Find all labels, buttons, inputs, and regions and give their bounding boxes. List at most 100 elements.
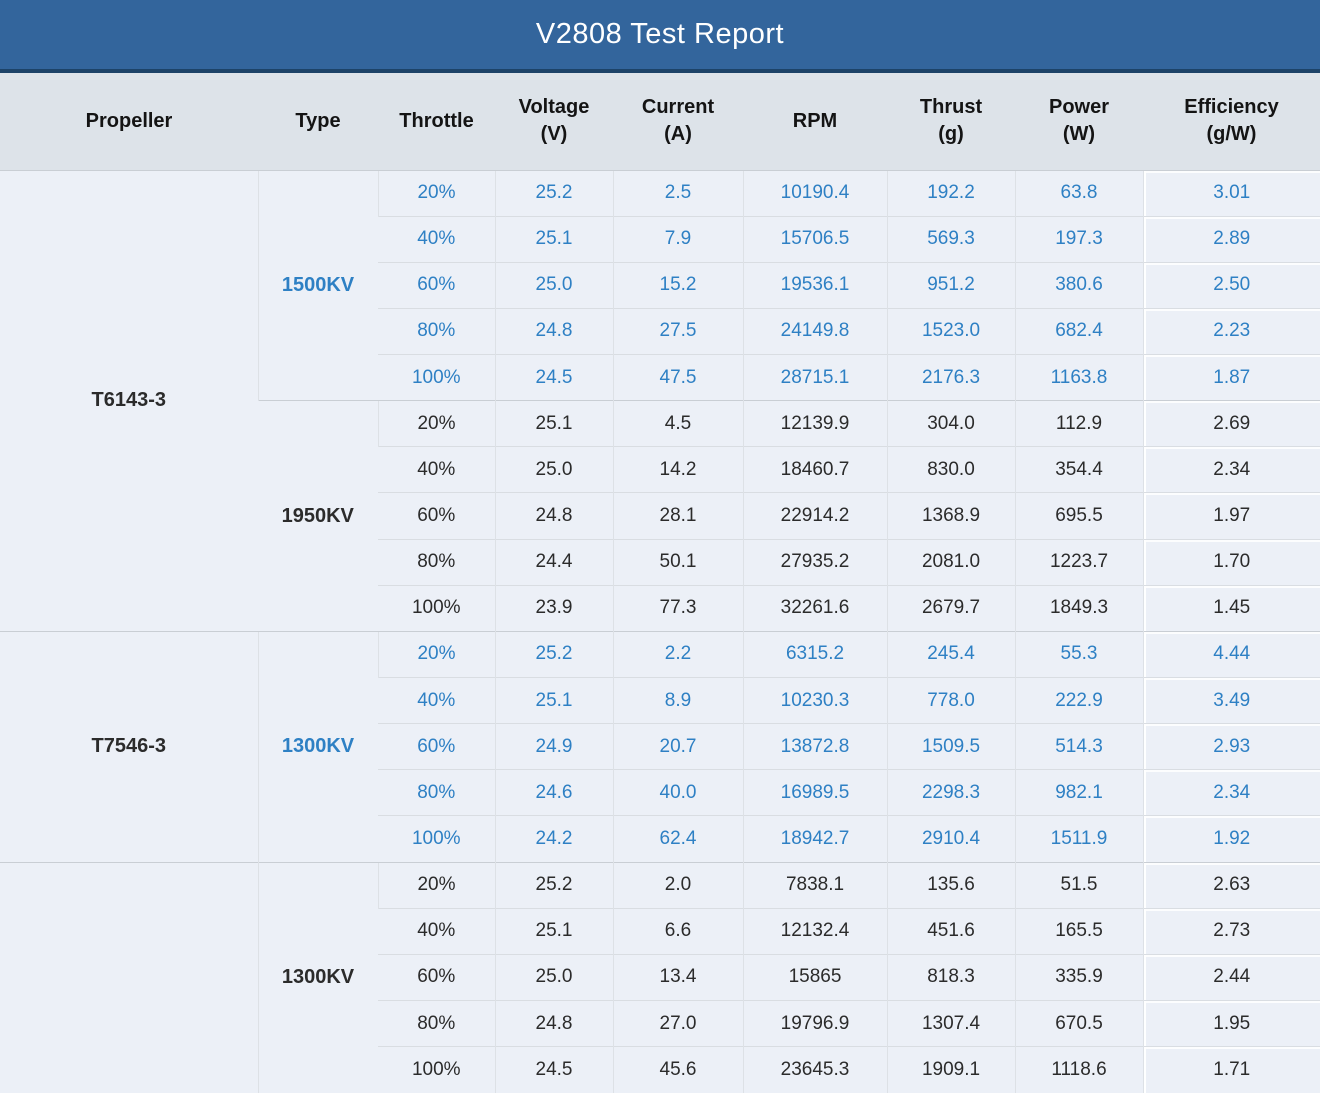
col-header-voltage: Voltage (V): [495, 73, 613, 170]
voltage-cell: 24.8: [494, 1000, 613, 1047]
col-header-label: Efficiency: [1184, 96, 1279, 119]
efficiency-cell: 2.93: [1142, 723, 1320, 770]
col-header-unit: (W): [1062, 123, 1096, 146]
rpm-cell: 24149.8: [742, 307, 887, 355]
header-row: Propeller Type Throttle Voltage (V) Current (A…: [0, 73, 1320, 170]
rpm-cell: 32261.6: [742, 584, 887, 632]
voltage-cell: 24.6: [494, 769, 613, 816]
power-cell: 55.3: [1014, 630, 1143, 678]
col-header-propeller: Propeller: [0, 73, 258, 170]
title-divider: [0, 69, 1320, 73]
current-cell: 50.1: [612, 538, 743, 586]
col-header-unit: (g/W): [1206, 123, 1257, 146]
throttle-cell: 20%: [377, 400, 495, 447]
thrust-cell: 1509.5: [886, 723, 1015, 770]
table-body: T6143-3 1500KV 20% 25.2 2.5 10190.4 192.2 63.8 3…: [0, 169, 1320, 1093]
thrust-cell: 192.2: [886, 169, 1015, 217]
table-row: 40% 25.1 6.6 12132.4 451.6 165.5 2.73: [0, 907, 1320, 955]
thrust-cell: 1307.4: [886, 1000, 1015, 1047]
table-row: 40% 25.0 14.2 18460.7 830.0 354.4 2.34: [0, 446, 1320, 493]
rpm-cell: 15865: [742, 953, 887, 1001]
current-cell: 62.4: [612, 815, 743, 863]
thrust-cell: 569.3: [886, 215, 1015, 263]
power-cell: 165.5: [1014, 907, 1143, 955]
power-cell: 354.4: [1014, 446, 1143, 493]
thrust-cell: 830.0: [886, 446, 1015, 493]
voltage-cell: 25.0: [494, 953, 613, 1001]
current-cell: 7.9: [612, 215, 743, 263]
power-cell: 197.3: [1014, 215, 1143, 263]
throttle-cell: 100%: [378, 584, 495, 632]
table-row: 40% 25.1 8.9 10230.3 778.0 222.9 3.49: [0, 677, 1320, 724]
throttle-cell: 40%: [378, 907, 495, 955]
rpm-cell: 12132.4: [742, 907, 887, 955]
current-cell: 2.5: [612, 169, 743, 217]
voltage-cell: 25.1: [494, 400, 613, 447]
voltage-cell: 25.0: [494, 446, 613, 493]
col-header-type: Type: [258, 73, 378, 170]
rpm-cell: 18460.7: [742, 446, 887, 493]
table-row: 1300KV 20% 25.2 2.0 7838.1 135.6 51.5 2.63: [0, 861, 1320, 1093]
voltage-cell: 25.2: [494, 169, 613, 217]
voltage-cell: 24.8: [494, 307, 613, 355]
title-bar: V2808 Test Report: [0, 0, 1320, 69]
voltage-cell: 24.8: [494, 492, 613, 540]
power-cell: 335.9: [1014, 953, 1143, 1001]
table-row: 80% 24.6 40.0 16989.5 2298.3 982.1 2.34: [0, 769, 1320, 816]
rpm-cell: 10190.4: [742, 169, 887, 217]
power-cell: 682.4: [1014, 307, 1143, 355]
col-header-label: Power: [1048, 96, 1110, 119]
table-row: 1950KV 20% 25.1 4.5 12139.9 304.0 112.9 2.69: [0, 400, 1320, 632]
current-cell: 47.5: [612, 354, 743, 401]
thrust-cell: 2298.3: [886, 769, 1015, 816]
power-cell: 1849.3: [1014, 584, 1143, 632]
type-cell: 1300KV: [257, 630, 378, 863]
voltage-cell: 25.1: [494, 907, 613, 955]
rpm-cell: 7838.1: [742, 861, 887, 909]
rpm-cell: 27935.2: [742, 538, 887, 586]
throttle-cell: 60%: [378, 723, 495, 770]
propeller-cell: T6143-3: [0, 169, 258, 632]
efficiency-cell: 1.70: [1142, 538, 1320, 586]
throttle-cell: 40%: [378, 446, 495, 493]
col-header-unit: (A): [664, 123, 692, 146]
type-cell: 1500KV: [257, 169, 378, 401]
efficiency-cell: 2.23: [1142, 307, 1320, 355]
thrust-cell: 778.0: [886, 677, 1015, 724]
current-cell: 6.6: [612, 907, 743, 955]
propeller-cell: [0, 861, 258, 1093]
throttle-cell: 40%: [378, 215, 495, 263]
throttle-cell: 60%: [378, 492, 495, 540]
thrust-cell: 1523.0: [886, 307, 1015, 355]
power-cell: 1163.8: [1014, 354, 1143, 401]
current-cell: 15.2: [612, 261, 743, 309]
power-cell: 112.9: [1014, 400, 1143, 447]
col-header-label: RPM: [792, 109, 838, 132]
table-row: T7546-3 1300KV 20% 25.2 2.2 6315.2 245.4 55.3 4.…: [0, 630, 1320, 863]
current-cell: 13.4: [612, 953, 743, 1001]
voltage-cell: 24.4: [494, 538, 613, 586]
col-header-throttle: Throttle: [378, 73, 495, 170]
throttle-cell: 80%: [378, 769, 495, 816]
col-header-unit: (g): [938, 123, 964, 146]
rpm-cell: 22914.2: [742, 492, 887, 540]
efficiency-cell: 2.89: [1142, 215, 1320, 263]
voltage-cell: 24.5: [494, 1046, 613, 1093]
thrust-cell: 1909.1: [886, 1046, 1015, 1093]
rpm-cell: 18942.7: [742, 815, 887, 863]
efficiency-cell: 2.63: [1142, 861, 1320, 909]
type-cell: 1300KV: [257, 861, 378, 1093]
efficiency-cell: 1.71: [1142, 1046, 1320, 1093]
efficiency-cell: 3.01: [1142, 169, 1320, 217]
voltage-cell: 25.0: [494, 261, 613, 309]
voltage-cell: 25.1: [494, 215, 613, 263]
efficiency-cell: 1.92: [1142, 815, 1320, 863]
throttle-cell: 80%: [378, 538, 495, 586]
table-row: 60% 24.9 20.7 13872.8 1509.5 514.3 2.93: [0, 723, 1320, 770]
rpm-cell: 23645.3: [742, 1046, 887, 1093]
throttle-cell: 100%: [378, 815, 495, 863]
power-cell: 514.3: [1014, 723, 1143, 770]
table-row: 80% 24.8 27.5 24149.8 1523.0 682.4 2.23: [0, 307, 1320, 355]
voltage-cell: 24.5: [494, 354, 613, 401]
